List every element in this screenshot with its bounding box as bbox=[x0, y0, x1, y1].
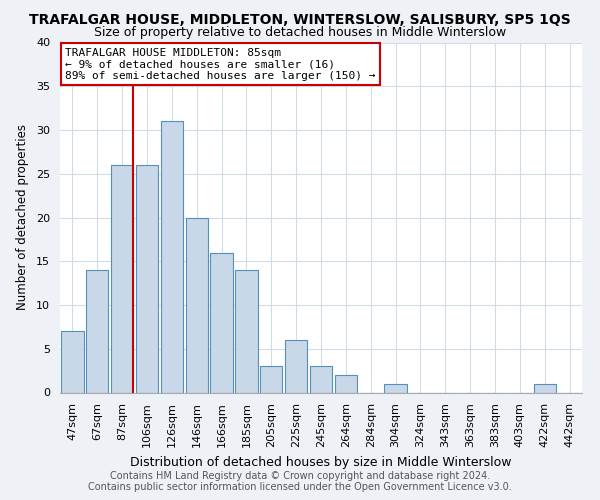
Bar bbox=[235, 270, 257, 392]
Bar bbox=[61, 331, 83, 392]
Text: TRAFALGAR HOUSE MIDDLETON: 85sqm
← 9% of detached houses are smaller (16)
89% of: TRAFALGAR HOUSE MIDDLETON: 85sqm ← 9% of… bbox=[65, 48, 376, 81]
Bar bbox=[185, 218, 208, 392]
Bar bbox=[335, 375, 357, 392]
Bar bbox=[285, 340, 307, 392]
X-axis label: Distribution of detached houses by size in Middle Winterslow: Distribution of detached houses by size … bbox=[130, 456, 512, 468]
Bar bbox=[260, 366, 283, 392]
Y-axis label: Number of detached properties: Number of detached properties bbox=[16, 124, 29, 310]
Bar bbox=[86, 270, 109, 392]
Bar bbox=[310, 366, 332, 392]
Text: Size of property relative to detached houses in Middle Winterslow: Size of property relative to detached ho… bbox=[94, 26, 506, 39]
Text: Contains HM Land Registry data © Crown copyright and database right 2024.
Contai: Contains HM Land Registry data © Crown c… bbox=[88, 471, 512, 492]
Bar bbox=[385, 384, 407, 392]
Bar bbox=[136, 165, 158, 392]
Bar bbox=[161, 121, 183, 392]
Text: TRAFALGAR HOUSE, MIDDLETON, WINTERSLOW, SALISBURY, SP5 1QS: TRAFALGAR HOUSE, MIDDLETON, WINTERSLOW, … bbox=[29, 12, 571, 26]
Bar bbox=[111, 165, 133, 392]
Bar bbox=[533, 384, 556, 392]
Bar bbox=[211, 252, 233, 392]
